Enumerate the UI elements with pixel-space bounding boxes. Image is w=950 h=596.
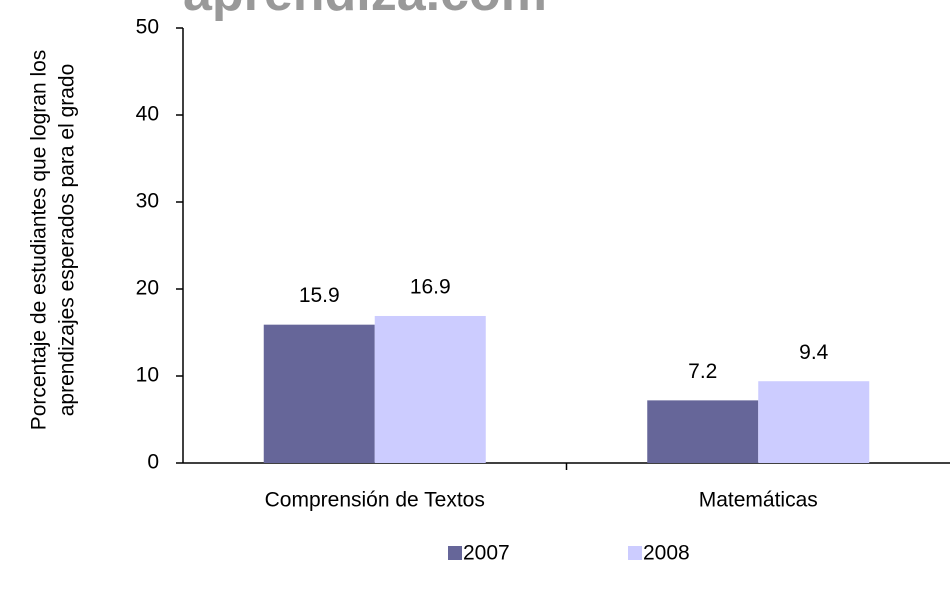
y-axis-title-line: Porcentaje de estudiantes que logran los (28, 50, 51, 431)
x-tick-label: Comprensión de Textos (265, 489, 485, 512)
bar (647, 400, 759, 463)
value-label: 16.9 (410, 276, 451, 299)
legend-label: 2008 (643, 542, 690, 565)
bar (374, 315, 486, 463)
y-tick-label: 40 (136, 103, 159, 126)
y-tick-label: 30 (136, 190, 159, 213)
legend-swatch (448, 546, 462, 560)
y-tick-label: 0 (147, 451, 159, 474)
value-label: 7.2 (688, 360, 717, 383)
legend-label: 2007 (463, 542, 510, 565)
y-tick-label: 50 (136, 16, 159, 39)
bar (263, 324, 375, 463)
legend-swatch (628, 546, 642, 560)
y-axis-title-line: aprendizajes esperados para el grado (56, 64, 79, 417)
x-tick-label: Matemáticas (699, 489, 818, 512)
y-axis-title: Porcentaje de estudiantes que logran los… (28, 50, 79, 431)
value-label: 9.4 (799, 341, 829, 364)
y-tick-label: 20 (136, 277, 159, 300)
value-label: 15.9 (299, 284, 340, 307)
y-tick-label: 10 (136, 364, 159, 387)
watermark: aprendiza.com (183, 0, 547, 22)
bar (758, 381, 870, 463)
